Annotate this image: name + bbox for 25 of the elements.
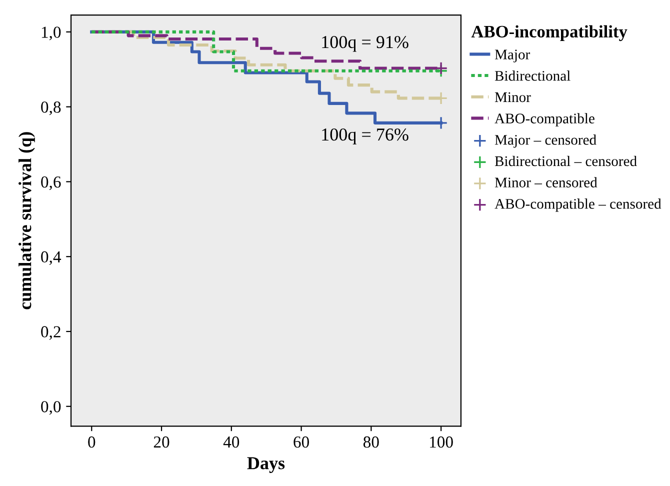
y-tick-label: 0,2 (41, 326, 60, 340)
legend-label: Major – censored (494, 134, 596, 148)
x-tick-label: 60 (294, 436, 309, 448)
y-tick-label: 0,6 (41, 176, 61, 190)
legend-label: Major (494, 50, 530, 62)
x-tick-label: 100 (430, 436, 453, 448)
annotation: 100q = 76% (322, 128, 408, 144)
legend-label: ABO-compatible (494, 113, 594, 126)
legend-label: Bidirectional – censored (494, 156, 637, 166)
legend-title: ABO-incompatibility (471, 25, 628, 42)
y-axis-title: cumulative survival (q) (18, 132, 35, 310)
x-tick-label: 40 (223, 436, 240, 448)
legend-label: Minor – censored (494, 177, 598, 188)
y-tick-label: 0,8 (41, 102, 61, 116)
legend-label: ABO-compatible – censored (494, 198, 662, 212)
legend-label: Bidirectional (494, 70, 570, 81)
x-tick-label: 20 (154, 436, 170, 448)
x-tick-label: 0 (88, 436, 96, 448)
y-tick-label: 1,0 (42, 26, 61, 40)
y-tick-label: 0,0 (41, 401, 61, 415)
x-axis-title: Days (247, 457, 285, 473)
y-tick-label: 0,4 (41, 251, 62, 265)
x-tick-label: 80 (363, 436, 379, 448)
annotation: 100q = 91% (322, 36, 408, 52)
legend-label: Minor (494, 92, 531, 102)
